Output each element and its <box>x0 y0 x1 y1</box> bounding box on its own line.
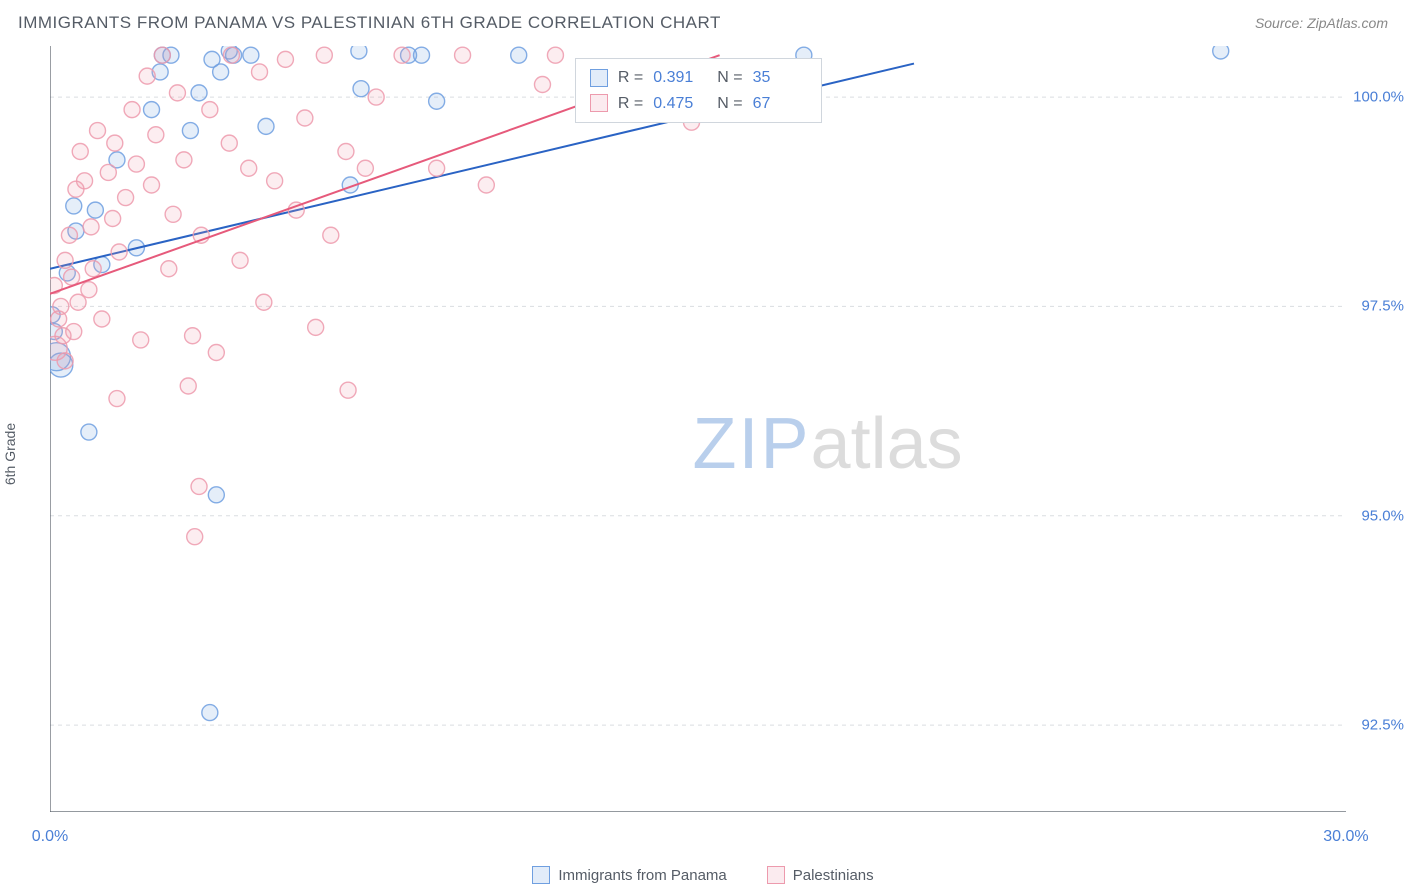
stats-n-label: N = <box>717 91 742 117</box>
y-axis-label: 6th Grade <box>2 423 18 485</box>
stats-swatch <box>590 69 608 87</box>
stats-row: R = 0.475 N = 67 <box>590 91 807 117</box>
legend-swatch-b <box>767 866 785 884</box>
stats-row: R = 0.391 N = 35 <box>590 65 807 91</box>
y-tick-label: 92.5% <box>1361 717 1404 734</box>
stats-r-label: R = <box>618 65 643 91</box>
legend-label-a: Immigrants from Panama <box>558 867 726 884</box>
y-tick-label: 97.5% <box>1361 298 1404 315</box>
legend-label-b: Palestinians <box>793 867 874 884</box>
legend-item-series-b: Palestinians <box>767 866 874 884</box>
x-tick-label: 30.0% <box>1323 828 1368 846</box>
scatter-chart-svg <box>50 46 1346 812</box>
y-tick-label: 95.0% <box>1361 507 1404 524</box>
chart-title: IMMIGRANTS FROM PANAMA VS PALESTINIAN 6T… <box>18 13 721 33</box>
stats-n-label: N = <box>717 65 742 91</box>
stats-n-value: 67 <box>753 91 807 117</box>
chart-header: IMMIGRANTS FROM PANAMA VS PALESTINIAN 6T… <box>0 0 1406 46</box>
y-tick-label: 100.0% <box>1353 89 1404 106</box>
stats-r-value: 0.475 <box>653 91 707 117</box>
legend-item-series-a: Immigrants from Panama <box>532 866 726 884</box>
source-name: ZipAtlas.com <box>1307 15 1388 31</box>
source-prefix: Source: <box>1255 15 1307 31</box>
correlation-stats-box: R = 0.391 N = 35 R = 0.475 N = 67 <box>575 58 822 123</box>
legend-swatch-a <box>532 866 550 884</box>
source-attribution: Source: ZipAtlas.com <box>1255 15 1388 31</box>
bottom-legend: Immigrants from Panama Palestinians <box>0 866 1406 884</box>
stats-r-value: 0.391 <box>653 65 707 91</box>
stats-n-value: 35 <box>753 65 807 91</box>
x-tick-label: 0.0% <box>32 828 68 846</box>
plot-area: 92.5%95.0%97.5%100.0%0.0%30.0%ZIPatlasR … <box>50 46 1346 812</box>
stats-r-label: R = <box>618 91 643 117</box>
stats-swatch <box>590 94 608 112</box>
